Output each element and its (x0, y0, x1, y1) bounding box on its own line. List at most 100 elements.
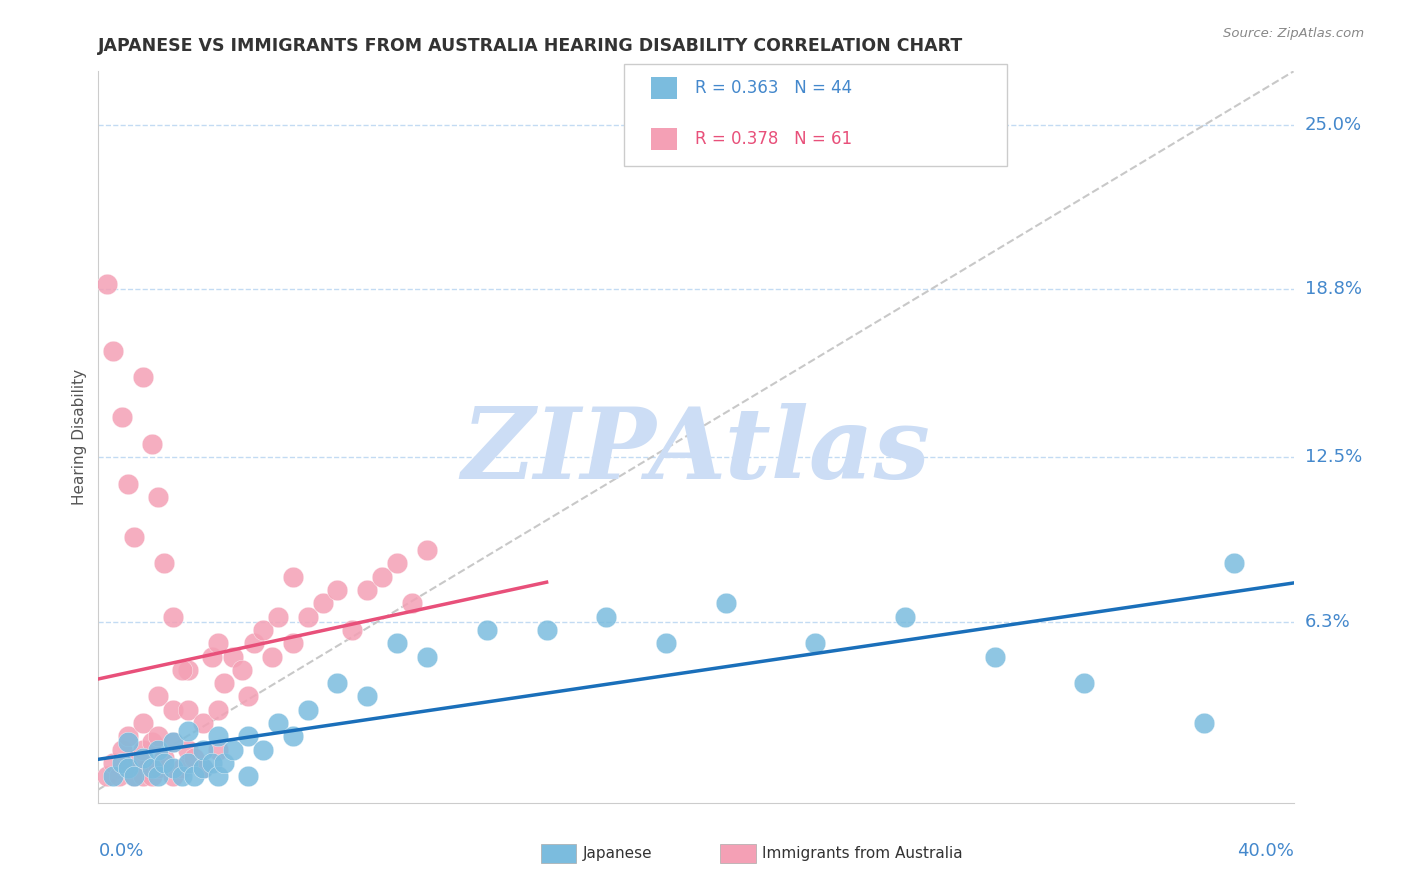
Text: R = 0.378   N = 61: R = 0.378 N = 61 (695, 130, 852, 148)
Point (162, 703, 184, 717)
Point (475, 623, 498, 637)
Point (132, 750, 155, 764)
Point (236, 690, 259, 704)
Text: Source: ZipAtlas.com: Source: ZipAtlas.com (1223, 27, 1364, 40)
Point (141, 436, 163, 450)
Point (124, 769, 146, 783)
Point (267, 609, 290, 624)
Point (267, 716, 290, 731)
Point (141, 761, 163, 775)
Point (117, 761, 139, 775)
Point (124, 769, 146, 783)
Point (1192, 716, 1215, 731)
Point (297, 703, 319, 717)
Point (281, 729, 304, 743)
Point (326, 582, 349, 597)
Point (96, 769, 118, 783)
FancyBboxPatch shape (541, 845, 576, 863)
Point (141, 769, 163, 783)
Point (252, 623, 274, 637)
Point (595, 609, 617, 624)
Point (231, 663, 253, 677)
Point (356, 582, 378, 597)
Point (371, 570, 394, 584)
Point (177, 756, 200, 770)
Point (103, 343, 125, 358)
Point (207, 703, 229, 717)
Point (148, 742, 170, 756)
Point (212, 676, 235, 690)
Point (416, 543, 439, 558)
Point (103, 756, 125, 770)
Point (153, 756, 176, 770)
FancyBboxPatch shape (651, 128, 676, 151)
Point (311, 596, 333, 610)
Point (148, 690, 170, 704)
Point (177, 703, 200, 717)
Point (207, 742, 229, 756)
Point (252, 742, 274, 756)
Point (201, 649, 224, 664)
Text: 0.0%: 0.0% (98, 842, 143, 860)
Point (260, 649, 283, 664)
Point (236, 769, 259, 783)
Point (894, 609, 917, 624)
Point (243, 636, 266, 650)
Point (127, 750, 149, 764)
Point (132, 769, 155, 783)
Point (191, 742, 214, 756)
Point (326, 676, 349, 690)
Point (183, 769, 205, 783)
Point (201, 756, 224, 770)
Point (191, 761, 214, 775)
Point (183, 750, 205, 764)
Point (222, 649, 245, 664)
Point (804, 636, 827, 650)
Point (191, 716, 214, 731)
Point (108, 769, 131, 783)
Point (177, 663, 200, 677)
Point (385, 557, 409, 571)
Point (385, 636, 409, 650)
Point (162, 609, 184, 624)
Text: 6.3%: 6.3% (1305, 613, 1350, 631)
Point (177, 742, 200, 756)
Y-axis label: Hearing Disability: Hearing Disability (72, 369, 87, 505)
Point (162, 734, 184, 748)
Text: Japanese: Japanese (582, 847, 652, 861)
Point (401, 596, 423, 610)
Point (172, 769, 194, 783)
Point (96, 277, 118, 292)
Point (172, 663, 194, 677)
Text: 25.0%: 25.0% (1305, 116, 1362, 134)
Point (1073, 676, 1095, 690)
Point (132, 742, 155, 756)
Point (132, 716, 155, 731)
Text: JAPANESE VS IMMIGRANTS FROM AUSTRALIA HEARING DISABILITY CORRELATION CHART: JAPANESE VS IMMIGRANTS FROM AUSTRALIA HE… (98, 37, 963, 54)
Point (141, 734, 163, 748)
Point (117, 734, 139, 748)
Point (117, 729, 139, 743)
Point (1223, 557, 1246, 571)
Point (172, 761, 194, 775)
Point (162, 734, 184, 748)
Point (536, 623, 558, 637)
Point (162, 761, 184, 775)
Point (207, 636, 229, 650)
Point (103, 769, 125, 783)
Point (207, 769, 229, 783)
FancyBboxPatch shape (720, 845, 756, 863)
Point (714, 596, 737, 610)
Point (111, 410, 134, 425)
Point (191, 761, 214, 775)
Point (148, 490, 170, 504)
Point (153, 557, 176, 571)
Point (297, 609, 319, 624)
Point (236, 729, 259, 743)
Point (281, 570, 304, 584)
Text: 12.5%: 12.5% (1305, 448, 1362, 466)
Text: R = 0.363   N = 44: R = 0.363 N = 44 (695, 78, 852, 97)
FancyBboxPatch shape (651, 77, 676, 99)
Point (655, 636, 678, 650)
Text: Immigrants from Australia: Immigrants from Australia (762, 847, 962, 861)
